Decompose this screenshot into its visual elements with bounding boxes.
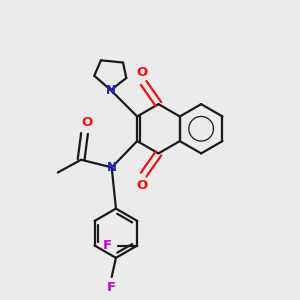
Text: N: N <box>106 84 116 97</box>
Text: O: O <box>81 116 92 129</box>
Text: F: F <box>103 239 112 252</box>
Text: O: O <box>136 179 147 192</box>
Text: N: N <box>107 161 117 174</box>
Text: F: F <box>107 281 116 294</box>
Text: O: O <box>136 66 147 79</box>
